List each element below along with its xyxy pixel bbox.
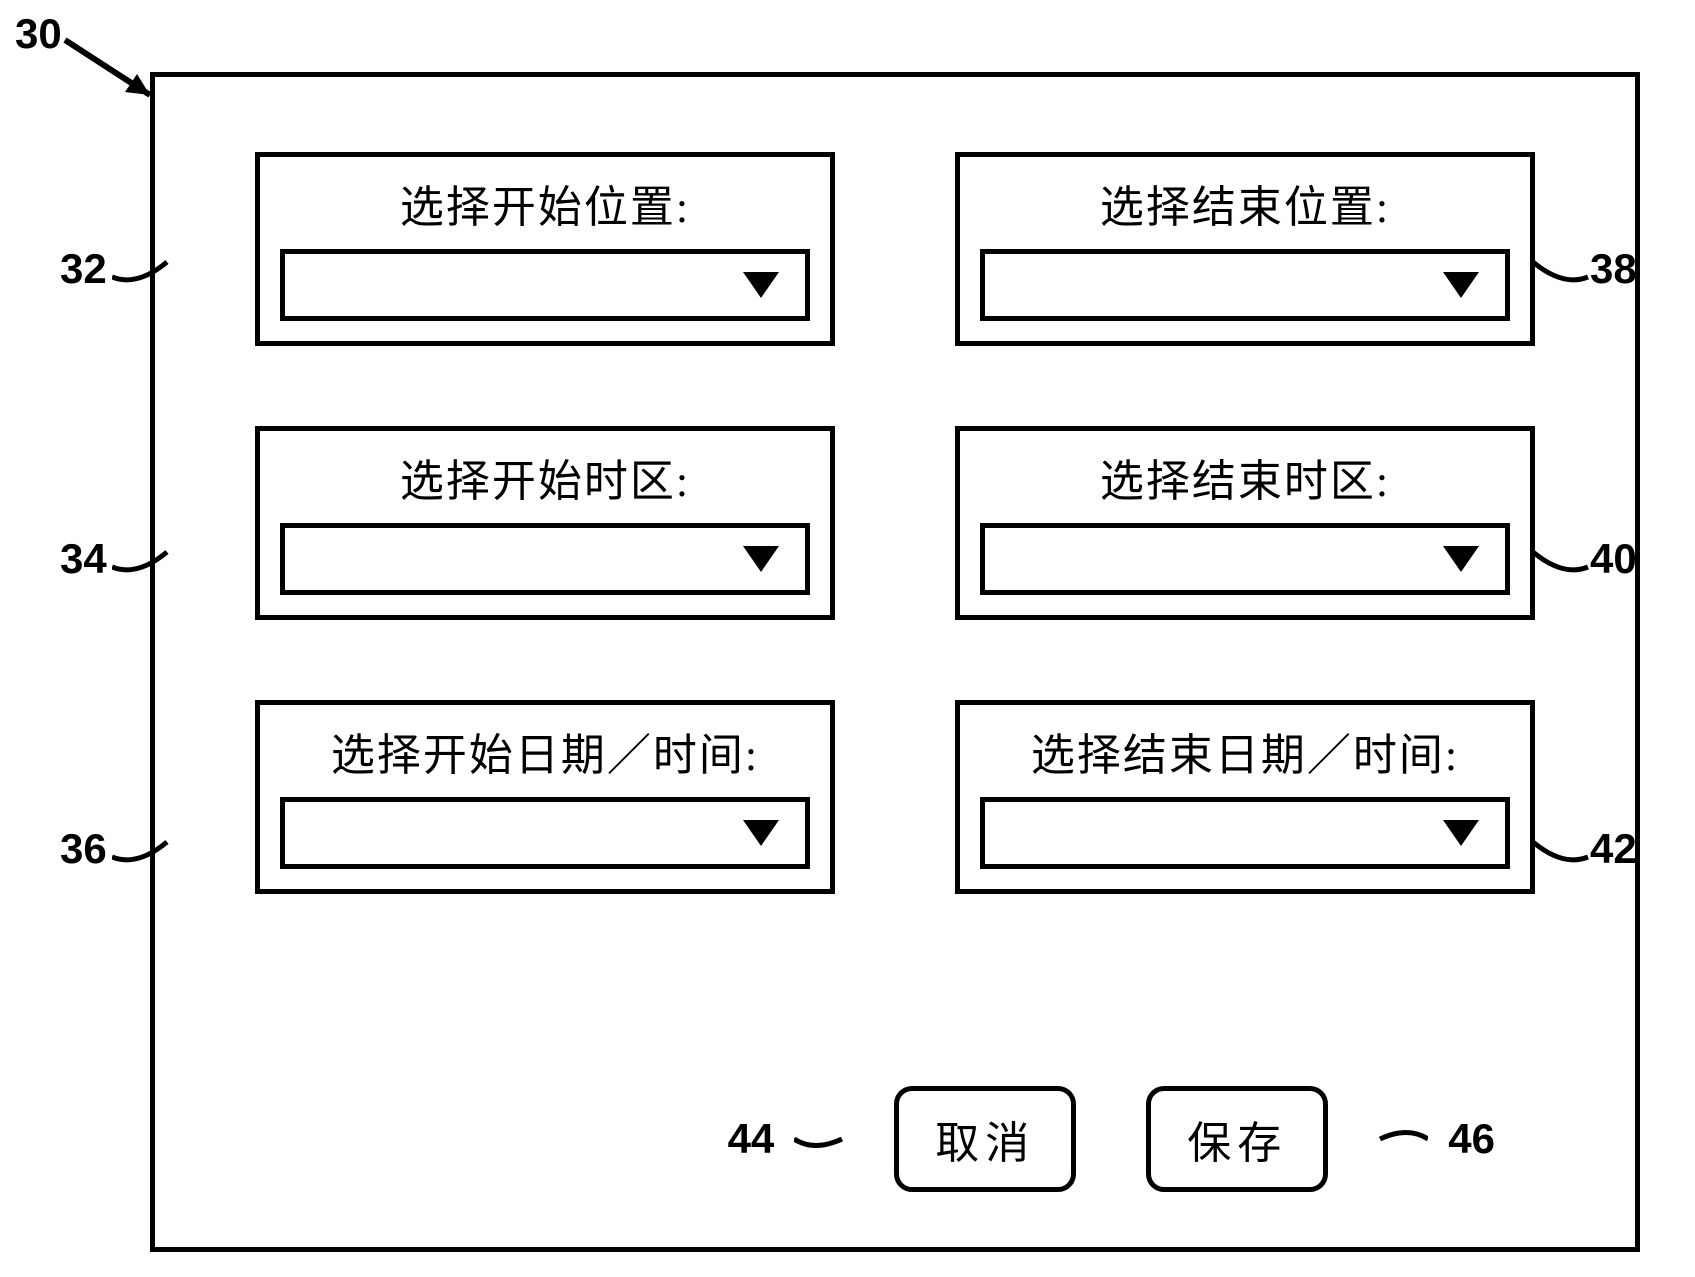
field-end-location: 选择结束位置:: [955, 152, 1535, 346]
callout-40: 40: [1590, 535, 1637, 583]
callout-36: 36: [60, 825, 107, 873]
caret-down-icon: [743, 272, 779, 298]
label-start-location: 选择开始位置:: [280, 171, 810, 235]
form-grid: 选择开始位置: 选择结束位置: 选择开始时区: 选择结束时区:: [155, 77, 1635, 934]
save-button[interactable]: 保存: [1146, 1086, 1328, 1192]
dropdown-end-location[interactable]: [980, 249, 1510, 321]
callout-32: 32: [60, 245, 107, 293]
caret-down-icon: [1443, 546, 1479, 572]
callout-42: 42: [1590, 825, 1637, 873]
label-start-datetime: 选择开始日期／时间:: [280, 719, 810, 783]
lead-line-icon: [112, 252, 172, 292]
label-end-location: 选择结束位置:: [980, 171, 1510, 235]
lead-line-icon: [1530, 252, 1590, 292]
cancel-button[interactable]: 取消: [894, 1086, 1076, 1192]
callout-cancel: 44: [728, 1115, 775, 1163]
caret-down-icon: [743, 820, 779, 846]
dropdown-end-timezone[interactable]: [980, 523, 1510, 595]
field-end-datetime: 选择结束日期／时间:: [955, 700, 1535, 894]
label-end-datetime: 选择结束日期／时间:: [980, 719, 1510, 783]
caret-down-icon: [1443, 820, 1479, 846]
lead-line-icon: [1530, 542, 1590, 582]
button-row: 44 取消 保存 46: [728, 1086, 1495, 1192]
field-end-timezone: 选择结束时区:: [955, 426, 1535, 620]
label-end-timezone: 选择结束时区:: [980, 445, 1510, 509]
callout-38: 38: [1590, 245, 1637, 293]
caret-down-icon: [1443, 272, 1479, 298]
lead-line-icon: [112, 542, 172, 582]
lead-line-icon: [112, 832, 172, 872]
lead-line-icon: [794, 1122, 844, 1156]
dropdown-start-location[interactable]: [280, 249, 810, 321]
lead-line-icon: [1378, 1122, 1428, 1156]
callout-save: 46: [1448, 1115, 1495, 1163]
field-start-datetime: 选择开始日期／时间:: [255, 700, 835, 894]
callout-34: 34: [60, 535, 107, 583]
dropdown-end-datetime[interactable]: [980, 797, 1510, 869]
dropdown-start-datetime[interactable]: [280, 797, 810, 869]
dialog-panel: 选择开始位置: 选择结束位置: 选择开始时区: 选择结束时区:: [150, 72, 1640, 1252]
lead-line-icon: [1530, 832, 1590, 872]
caret-down-icon: [743, 546, 779, 572]
dropdown-start-timezone[interactable]: [280, 523, 810, 595]
field-start-location: 选择开始位置:: [255, 152, 835, 346]
field-start-timezone: 选择开始时区:: [255, 426, 835, 620]
label-start-timezone: 选择开始时区:: [280, 445, 810, 509]
